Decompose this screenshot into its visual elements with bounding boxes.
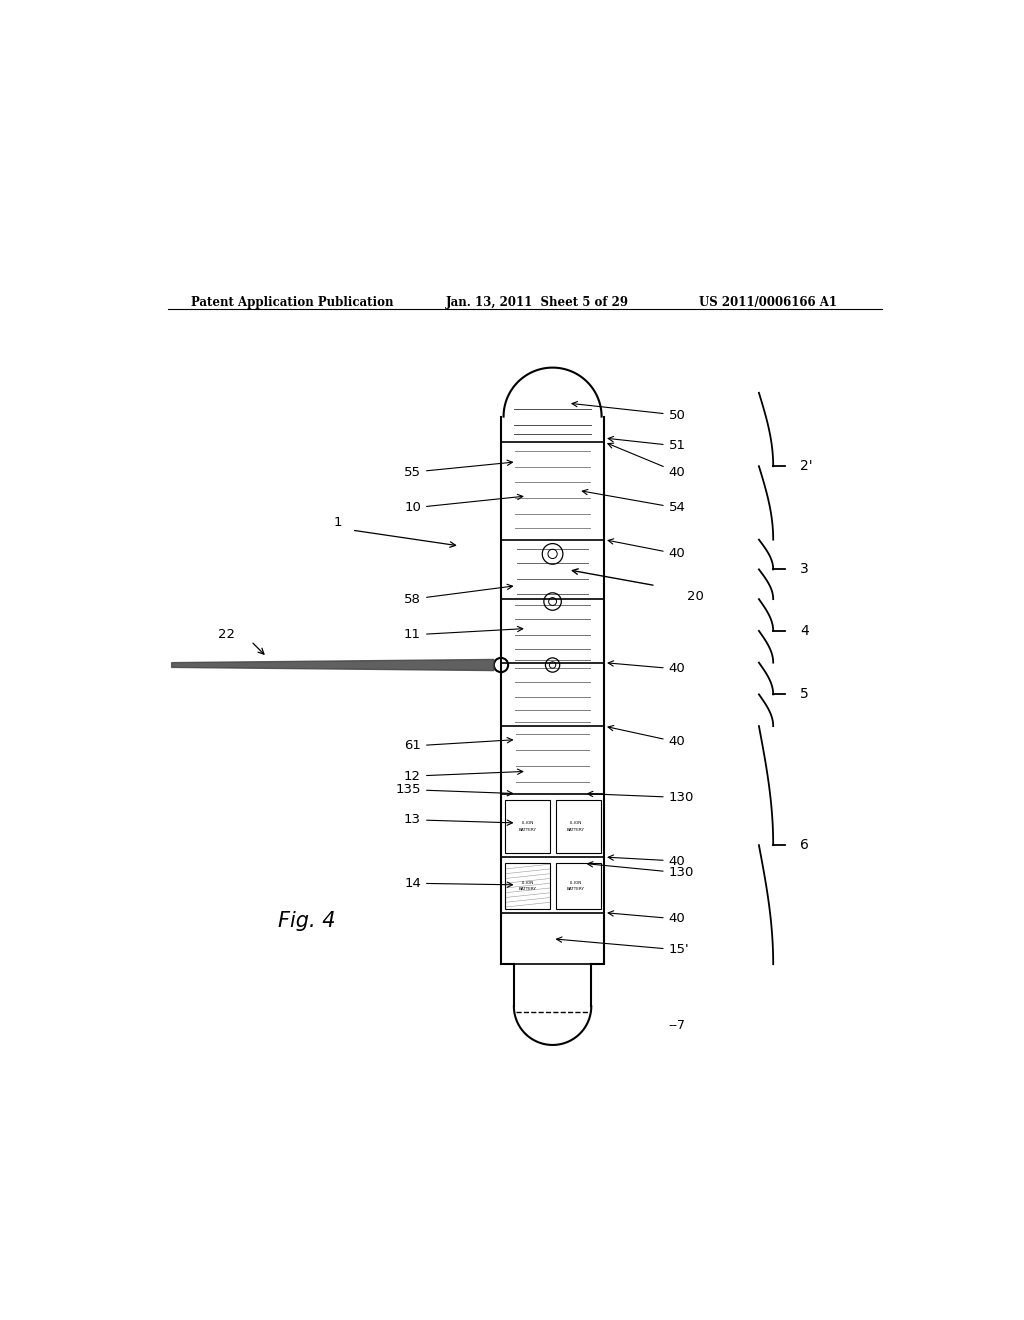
Text: 40: 40	[608, 444, 685, 479]
Bar	[556, 863, 601, 908]
Text: 40: 40	[608, 661, 685, 676]
Text: Fig. 4: Fig. 4	[278, 911, 335, 931]
Text: 130: 130	[588, 862, 694, 879]
Text: BATTERY: BATTERY	[567, 887, 585, 891]
Text: 50: 50	[572, 401, 685, 421]
Text: 55: 55	[404, 461, 512, 479]
Text: 5: 5	[800, 688, 809, 701]
Text: 6: 6	[800, 838, 809, 853]
Text: Jan. 13, 2011  Sheet 5 of 29: Jan. 13, 2011 Sheet 5 of 29	[445, 296, 629, 309]
Text: 40: 40	[608, 854, 685, 867]
Text: LI-ION: LI-ION	[569, 821, 582, 825]
Text: 13: 13	[404, 813, 512, 826]
Text: 58: 58	[404, 585, 512, 606]
Text: 130: 130	[588, 791, 694, 804]
Text: 15': 15'	[557, 937, 689, 957]
Text: 135: 135	[395, 783, 512, 796]
Text: 10: 10	[404, 494, 523, 515]
Text: 40: 40	[608, 726, 685, 748]
Text: 40: 40	[608, 539, 685, 561]
Text: 12: 12	[404, 770, 523, 783]
Text: LI-ION: LI-ION	[521, 880, 534, 884]
Text: 22: 22	[218, 628, 236, 642]
Bar	[505, 863, 550, 908]
Text: BATTERY: BATTERY	[519, 887, 537, 891]
Text: 3: 3	[800, 562, 809, 577]
Text: Patent Application Publication: Patent Application Publication	[191, 296, 394, 309]
Text: 1: 1	[334, 516, 343, 529]
Text: US 2011/0006166 A1: US 2011/0006166 A1	[699, 296, 838, 309]
Text: 2': 2'	[800, 459, 813, 473]
Bar	[505, 800, 550, 853]
Text: 51: 51	[608, 437, 686, 453]
Text: 40: 40	[608, 911, 685, 925]
Text: 11: 11	[404, 627, 523, 642]
Polygon shape	[172, 660, 494, 671]
Text: LI-ION: LI-ION	[521, 821, 534, 825]
Text: 61: 61	[404, 738, 512, 752]
Text: 4: 4	[800, 624, 809, 638]
Text: 54: 54	[583, 490, 685, 515]
Text: --7: --7	[669, 1019, 686, 1032]
Text: BATTERY: BATTERY	[567, 828, 585, 832]
Text: 14: 14	[404, 876, 512, 890]
Bar	[556, 800, 601, 853]
Text: LI-ION: LI-ION	[569, 880, 582, 884]
Text: 20: 20	[687, 590, 703, 603]
Text: BATTERY: BATTERY	[519, 828, 537, 832]
